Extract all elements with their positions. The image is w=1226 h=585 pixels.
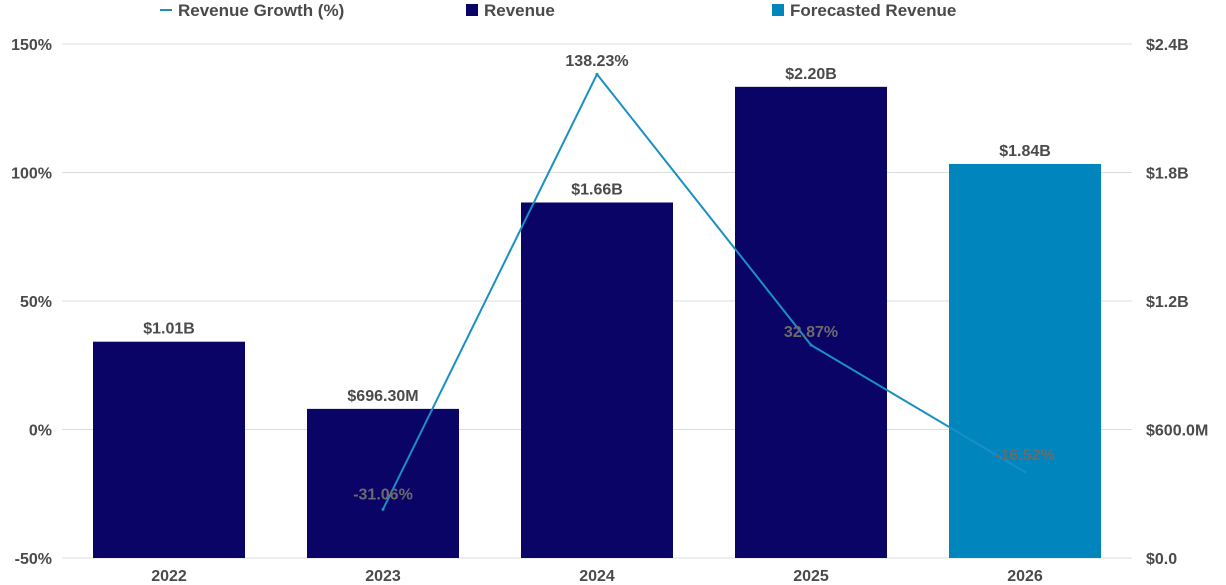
revenue-labels: $1.01B $696.30M $1.66B $2.20B $1.84B (143, 66, 1051, 405)
x-tick-label: 2022 (151, 568, 187, 585)
growth-labels: -31.06% 138.23% 32.87% -16.52% (353, 53, 1055, 503)
right-tick-label: $0.0 (1146, 551, 1177, 568)
legend-label: Revenue (484, 1, 555, 20)
x-axis: 2022 2023 2024 2025 2026 (151, 568, 1043, 585)
revenue-bar (521, 202, 673, 558)
left-tick-label: 100% (11, 166, 52, 183)
growth-data-label: -31.06% (353, 486, 413, 503)
growth-data-label: 138.23% (565, 53, 628, 70)
growth-point (1023, 470, 1027, 474)
right-tick-label: $1.2B (1146, 294, 1189, 311)
x-tick-label: 2024 (579, 568, 615, 585)
legend-label: Forecasted Revenue (790, 1, 956, 20)
revenue-data-label: $1.66B (571, 181, 623, 198)
growth-point (595, 72, 599, 76)
right-tick-label: $2.4B (1146, 37, 1189, 54)
growth-point (809, 343, 813, 347)
growth-point (381, 507, 385, 511)
revenue-bar (735, 86, 887, 558)
x-tick-label: 2026 (1007, 568, 1043, 585)
right-tick-label: $600.0M (1146, 423, 1208, 440)
revenue-data-label: $2.20B (785, 66, 837, 83)
left-tick-label: 150% (11, 37, 52, 54)
legend-label: Revenue Growth (%) (178, 1, 344, 20)
legend-square-marker (772, 4, 784, 16)
revenue-bar (307, 408, 459, 558)
revenue-data-label: $696.30M (347, 388, 418, 405)
revenue-bar (93, 341, 245, 558)
revenue-bars (93, 86, 1101, 558)
left-axis: -50% 0% 50% 100% 150% (11, 37, 52, 568)
legend: Revenue Growth (%) Revenue Forecasted Reve… (160, 1, 956, 20)
left-tick-label: -50% (15, 551, 52, 568)
x-tick-label: 2025 (793, 568, 829, 585)
legend-item: Revenue (466, 1, 555, 20)
left-tick-label: 0% (29, 423, 52, 440)
left-tick-label: 50% (20, 294, 52, 311)
legend-square-marker (466, 4, 478, 16)
x-tick-label: 2023 (365, 568, 401, 585)
right-axis: $0.0 $600.0M $1.2B $1.8B $2.4B (1146, 37, 1208, 568)
growth-data-label: -16.52% (995, 447, 1055, 464)
growth-line-path (382, 73, 1026, 510)
growth-line (381, 72, 1027, 511)
growth-data-label: 32.87% (784, 324, 838, 341)
revenue-data-label: $1.84B (999, 143, 1051, 160)
revenue-data-label: $1.01B (143, 321, 195, 338)
forecast-revenue-bar (949, 163, 1101, 558)
legend-item: Revenue Growth (%) (160, 1, 344, 20)
legend-item: Forecasted Revenue (772, 1, 956, 20)
right-tick-label: $1.8B (1146, 166, 1189, 183)
